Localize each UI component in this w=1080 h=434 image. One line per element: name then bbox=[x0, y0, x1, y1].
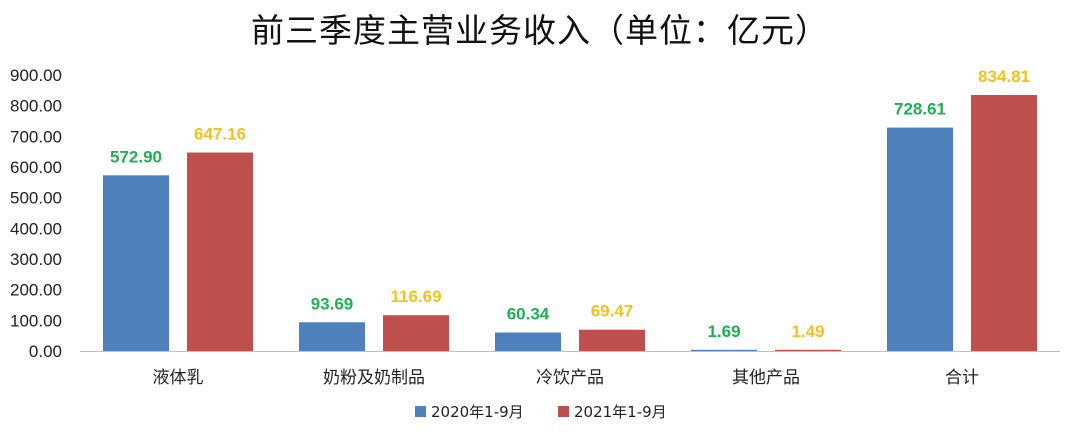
data-label: 60.34 bbox=[507, 304, 550, 323]
legend-label: 2020年1-9月 bbox=[431, 403, 524, 421]
chart-title: 前三季度主营业务收入（单位：亿元） bbox=[251, 11, 829, 50]
legend: 2020年1-9月 2021年1-9月 bbox=[415, 403, 667, 421]
y-tick-label: 100.00 bbox=[10, 311, 62, 330]
y-tick-label: 600.00 bbox=[10, 158, 62, 177]
data-label: 647.16 bbox=[194, 125, 246, 144]
data-label: 1.49 bbox=[791, 322, 824, 341]
bar-2021 bbox=[971, 94, 1037, 351]
data-labels: 572.90 647.16 93.69 116.69 60.34 69.47 1.69 1.4… bbox=[110, 67, 1030, 341]
bar-2021 bbox=[579, 329, 645, 351]
x-category-label: 其他产品 bbox=[732, 368, 800, 388]
bar-2021 bbox=[187, 152, 253, 351]
bar-2020 bbox=[103, 175, 169, 351]
legend-label: 2021年1-9月 bbox=[574, 403, 667, 421]
x-category-label: 合计 bbox=[945, 368, 979, 388]
y-tick-label: 400.00 bbox=[10, 219, 62, 238]
data-label: 572.90 bbox=[110, 147, 162, 166]
y-tick-label: 300.00 bbox=[10, 250, 62, 269]
data-label: 93.69 bbox=[311, 294, 354, 313]
bar-2020 bbox=[299, 322, 365, 351]
legend-swatch bbox=[415, 406, 426, 417]
data-label: 69.47 bbox=[591, 302, 634, 321]
x-category-label: 冷饮产品 bbox=[536, 368, 604, 388]
data-label: 1.69 bbox=[707, 322, 740, 341]
x-category-label: 奶粉及奶制品 bbox=[323, 368, 425, 388]
data-label: 728.61 bbox=[894, 100, 946, 119]
bars bbox=[103, 94, 1037, 351]
x-category-label: 液体乳 bbox=[153, 368, 204, 388]
bar-2020 bbox=[495, 332, 561, 351]
legend-swatch bbox=[558, 406, 569, 417]
data-label: 116.69 bbox=[390, 287, 441, 306]
bar-2020 bbox=[887, 127, 953, 351]
axes: 0.00 100.00 200.00 300.00 400.00 500.00 600.00… bbox=[10, 66, 1060, 388]
bar-2021 bbox=[775, 349, 841, 351]
y-tick-label: 200.00 bbox=[10, 281, 62, 300]
bar-2020 bbox=[691, 349, 757, 351]
y-tick-label: 0.00 bbox=[29, 342, 62, 361]
y-tick-label: 800.00 bbox=[10, 97, 62, 116]
y-tick-label: 900.00 bbox=[10, 66, 62, 85]
data-label: 834.81 bbox=[978, 67, 1030, 86]
y-tick-label: 500.00 bbox=[10, 189, 62, 208]
bar-2021 bbox=[383, 315, 449, 351]
y-tick-label: 700.00 bbox=[10, 127, 62, 146]
